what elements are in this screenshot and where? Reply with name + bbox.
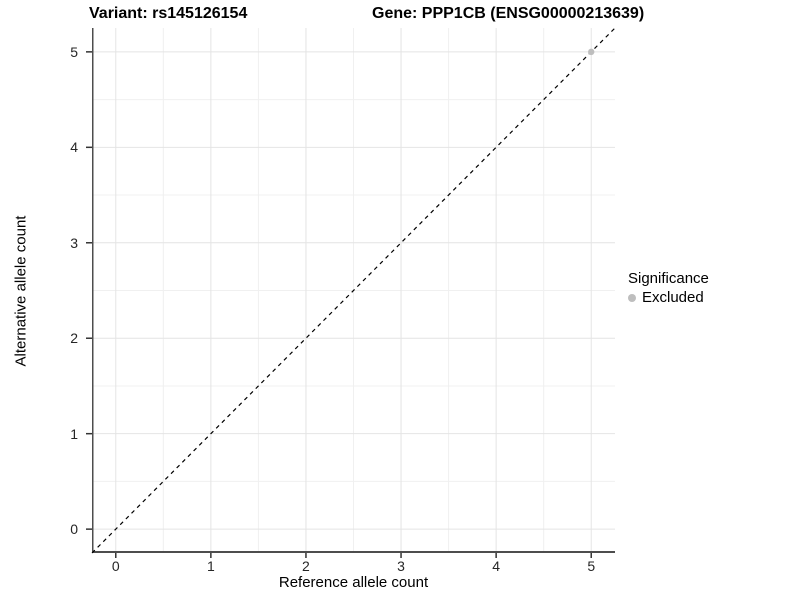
y-tick-label: 0 xyxy=(70,521,78,538)
y-tick-label: 4 xyxy=(70,139,78,156)
data-point xyxy=(588,48,595,56)
plot-panel xyxy=(86,27,616,558)
legend-point-icon xyxy=(628,293,636,302)
x-tick-label: 4 xyxy=(492,558,501,574)
y-axis-title: Alternative allele count xyxy=(12,215,30,367)
y-tick-label: 3 xyxy=(70,234,78,251)
y-tick-label: 5 xyxy=(70,43,78,60)
plot-title-gene: Gene: PPP1CB (ENSG00000213639) xyxy=(372,5,645,22)
legend-title: Significance xyxy=(628,270,709,287)
y-tick-label: 1 xyxy=(70,425,78,442)
x-tick-label: 0 xyxy=(111,558,120,574)
y-tick-label: 2 xyxy=(70,330,78,347)
x-tick-label: 3 xyxy=(397,558,405,574)
identity-reference-line xyxy=(91,27,616,554)
legend-item-label: Excluded xyxy=(642,289,704,306)
legend: Significance Excluded xyxy=(628,270,709,306)
x-tick-label: 1 xyxy=(206,558,215,574)
x-tick-label: 2 xyxy=(302,558,310,574)
x-tick-label: 5 xyxy=(587,558,596,574)
legend-item-excluded: Excluded xyxy=(628,289,709,306)
plot-title-variant: Variant: rs145126154 xyxy=(89,5,248,22)
x-axis-title: Reference allele count xyxy=(278,574,429,591)
